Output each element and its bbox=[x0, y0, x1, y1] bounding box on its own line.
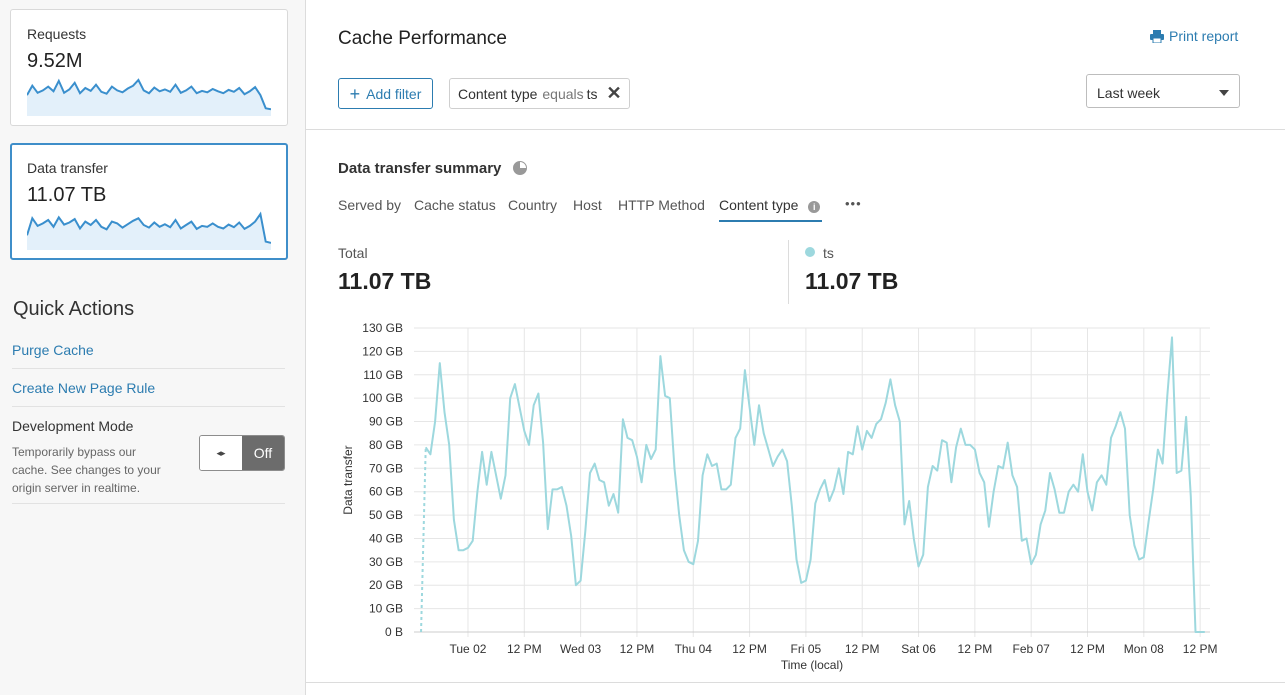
y-tick-label: 10 GB bbox=[369, 602, 403, 616]
y-tick-label: 40 GB bbox=[369, 531, 403, 545]
x-tick-label: Sat 06 bbox=[901, 642, 936, 656]
summary-title: Data transfer summary bbox=[338, 160, 502, 177]
tab-content-type[interactable]: Content type i bbox=[719, 197, 822, 222]
sidebar: Requests 9.52M Data transfer 11.07 TB Qu… bbox=[0, 0, 306, 695]
y-tick-label: 50 GB bbox=[369, 508, 403, 522]
dev-mode-toggle[interactable]: ◂▸ Off bbox=[199, 435, 285, 471]
filter-operator: equals bbox=[542, 85, 584, 102]
toggle-handle-icon: ◂▸ bbox=[200, 436, 242, 470]
tab-label: Content type bbox=[719, 197, 799, 213]
y-tick-label: 90 GB bbox=[369, 415, 403, 429]
printer-icon bbox=[1150, 29, 1164, 43]
x-tick-label: 12 PM bbox=[507, 642, 542, 656]
data-transfer-chart: 0 B 10 GB 20 GB 30 GB 40 GB 50 GB 60 GB 70 GB 80… bbox=[341, 321, 1218, 672]
date-range-select[interactable]: Last week bbox=[1086, 74, 1240, 108]
divider bbox=[306, 129, 1285, 130]
plus-icon: + bbox=[349, 83, 361, 104]
x-tick-label: 12 PM bbox=[732, 642, 767, 656]
tab-served-by[interactable]: Served by bbox=[338, 197, 402, 213]
card-label: Requests bbox=[27, 26, 87, 42]
divider bbox=[12, 406, 285, 407]
x-tick-label: Feb 07 bbox=[1013, 642, 1051, 656]
page-title: Cache Performance bbox=[338, 28, 507, 49]
total-label: Total bbox=[338, 245, 368, 261]
tab-cache-status[interactable]: Cache status bbox=[414, 197, 496, 213]
sparkline-line bbox=[27, 78, 271, 111]
sparkline-area bbox=[27, 80, 271, 116]
add-filter-label: Add filter bbox=[366, 85, 422, 102]
x-tick-label: Mon 08 bbox=[1124, 642, 1164, 656]
date-range-value: Last week bbox=[1097, 85, 1161, 101]
tab-http-method[interactable]: HTTP Method bbox=[618, 197, 705, 213]
sparkline-area bbox=[27, 214, 271, 250]
card-value: 9.52M bbox=[27, 50, 83, 72]
toggle-state: Off bbox=[242, 436, 284, 470]
card-label: Data transfer bbox=[27, 160, 108, 176]
legend-dot-icon bbox=[805, 247, 815, 257]
divider bbox=[12, 368, 285, 369]
y-tick-label: 0 B bbox=[385, 625, 403, 639]
x-tick-label: 12 PM bbox=[1183, 642, 1218, 656]
add-filter-button[interactable]: + Add filter bbox=[338, 78, 433, 109]
sparkline-line bbox=[27, 211, 271, 244]
requests-card[interactable]: Requests 9.52M bbox=[10, 9, 288, 126]
print-report-link[interactable]: Print report bbox=[1150, 28, 1238, 44]
y-tick-label: 100 GB bbox=[362, 391, 403, 405]
incomplete-data-segment bbox=[420, 447, 427, 633]
quick-actions-title: Quick Actions bbox=[13, 298, 135, 320]
series-line-ts bbox=[424, 336, 1205, 633]
print-report-label: Print report bbox=[1169, 28, 1239, 44]
y-axis-title: Data transfer bbox=[341, 445, 355, 514]
x-tick-label: Thu 04 bbox=[675, 642, 713, 656]
x-tick-label: Tue 02 bbox=[450, 642, 487, 656]
filter-value: ts bbox=[586, 85, 598, 102]
dev-mode-description: Temporarily bypass our cache. See change… bbox=[12, 445, 161, 495]
create-page-rule-link[interactable]: Create New Page Rule bbox=[12, 380, 156, 396]
x-axis-title: Time (local) bbox=[781, 658, 843, 672]
tab-host[interactable]: Host bbox=[573, 197, 602, 213]
info-icon[interactable]: i bbox=[808, 201, 821, 213]
series-value: 11.07 TB bbox=[805, 268, 899, 294]
y-tick-label: 70 GB bbox=[369, 461, 403, 475]
legend-label: ts bbox=[823, 245, 834, 261]
close-icon[interactable]: ✕ bbox=[606, 83, 622, 103]
x-tick-label: 12 PM bbox=[620, 642, 655, 656]
data-transfer-sparkline bbox=[27, 211, 271, 250]
filter-field: Content type bbox=[458, 85, 538, 102]
x-tick-label: Wed 03 bbox=[560, 642, 601, 656]
x-tick-label: 12 PM bbox=[845, 642, 880, 656]
purge-cache-link[interactable]: Purge Cache bbox=[12, 342, 94, 358]
y-tick-label: 130 GB bbox=[362, 321, 403, 335]
more-tabs-icon[interactable]: ••• bbox=[845, 196, 862, 211]
card-value: 11.07 TB bbox=[27, 184, 107, 206]
data-transfer-card[interactable]: Data transfer 11.07 TB bbox=[10, 143, 288, 260]
caret-down-icon bbox=[1219, 90, 1229, 96]
y-tick-label: 120 GB bbox=[362, 344, 403, 358]
divider bbox=[788, 240, 789, 304]
pie-chart-icon[interactable] bbox=[513, 161, 527, 175]
dev-mode-title: Development Mode bbox=[12, 418, 134, 434]
y-tick-label: 110 GB bbox=[363, 368, 403, 382]
y-tick-label: 60 GB bbox=[369, 485, 403, 499]
divider bbox=[306, 682, 1285, 683]
y-tick-label: 80 GB bbox=[369, 438, 403, 452]
x-tick-label: 12 PM bbox=[1070, 642, 1105, 656]
y-tick-label: 20 GB bbox=[369, 578, 403, 592]
filter-chip: Content type equals ts ✕ bbox=[449, 78, 630, 109]
tab-country[interactable]: Country bbox=[508, 197, 558, 213]
requests-sparkline bbox=[27, 78, 271, 116]
y-tick-label: 30 GB bbox=[369, 555, 403, 569]
x-tick-label: 12 PM bbox=[958, 642, 993, 656]
divider bbox=[12, 503, 285, 504]
x-tick-label: Fri 05 bbox=[791, 642, 822, 656]
total-value: 11.07 TB bbox=[338, 268, 432, 294]
